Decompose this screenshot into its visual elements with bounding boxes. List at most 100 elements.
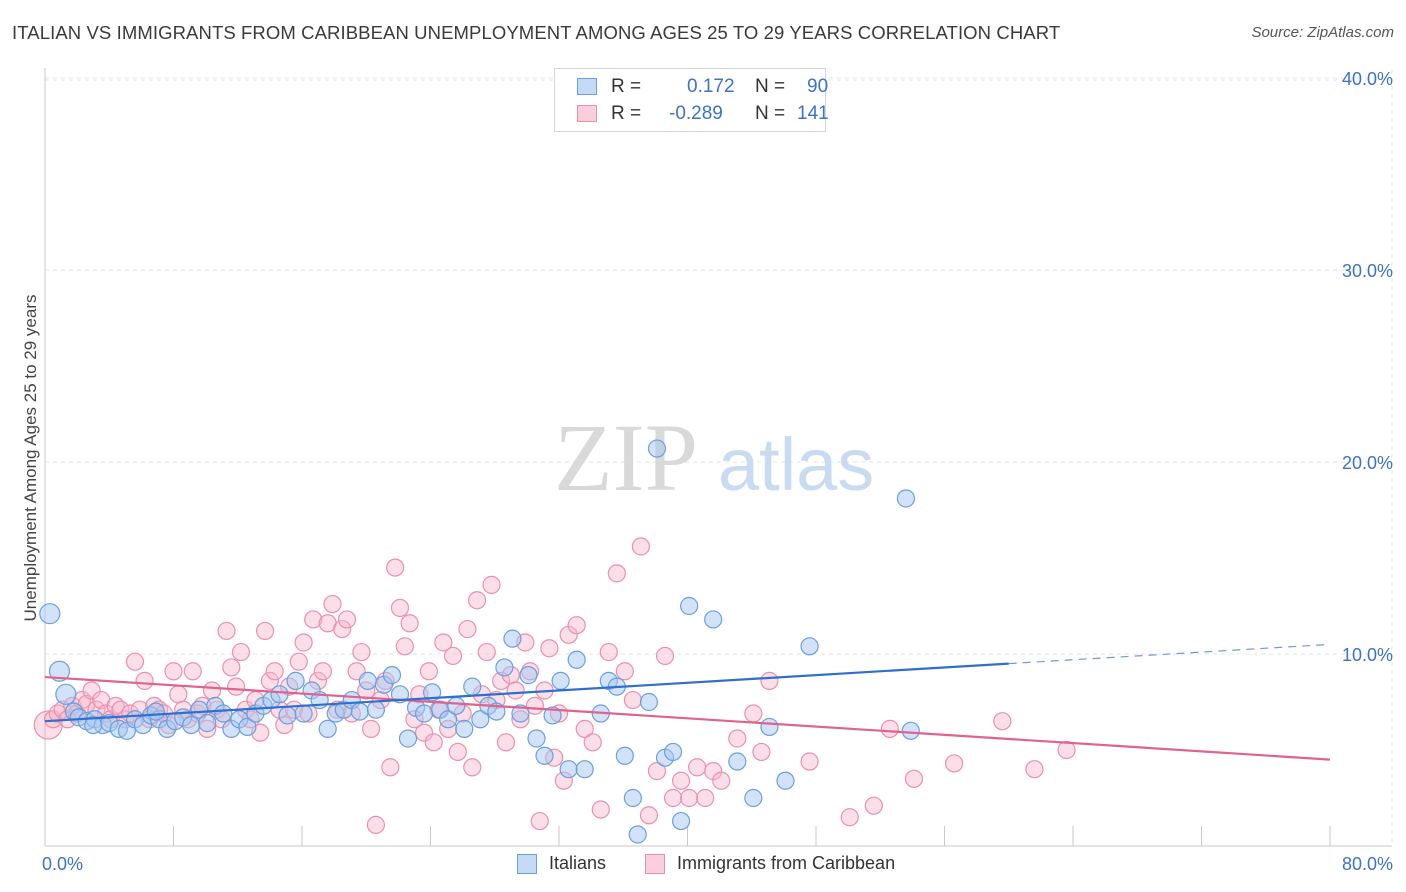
point-immigrants: [712, 771, 731, 790]
point-italians: [294, 704, 313, 723]
trend-lines: [44, 643, 1331, 761]
bottom-legend-label: Italians: [549, 853, 607, 873]
point-immigrants: [599, 642, 618, 662]
point-immigrants: [482, 575, 501, 594]
point-immigrants: [1025, 760, 1044, 779]
point-immigrants: [82, 681, 101, 700]
point-immigrants: [463, 758, 482, 777]
point-immigrants: [323, 594, 342, 614]
point-immigrants: [623, 690, 642, 710]
point-immigrants: [728, 729, 747, 748]
point-italians: [800, 637, 819, 656]
point-italians: [447, 696, 466, 715]
point-immigrants: [671, 771, 691, 790]
point-italians: [901, 721, 920, 740]
point-italians: [503, 629, 522, 648]
point-immigrants: [680, 788, 699, 808]
legend-r-label: R =: [611, 76, 642, 97]
point-italians: [575, 760, 594, 779]
watermark-atlas: atlas: [718, 423, 874, 506]
point-italians: [439, 710, 458, 729]
point-italians: [463, 677, 482, 696]
point-italians: [744, 788, 763, 808]
point-italians: [398, 729, 418, 748]
point-immigrants: [864, 796, 883, 815]
legend-n-label: N =: [755, 103, 786, 124]
point-italians: [84, 715, 103, 735]
stats-legend: R = 0.172 N = 90 R = -0.289 N = 141: [554, 68, 829, 132]
point-immigrants: [164, 662, 183, 681]
point-immigrants: [540, 639, 559, 658]
point-immigrants: [169, 685, 188, 704]
point-italians: [146, 702, 165, 721]
point-immigrants: [688, 758, 707, 777]
point-immigrants: [607, 564, 626, 583]
point-immigrants: [222, 658, 241, 677]
legend-r-value: 0.172: [687, 76, 735, 97]
point-immigrants: [904, 769, 924, 788]
point-italians: [366, 700, 385, 719]
point-immigrants: [631, 537, 651, 556]
point-immigrants: [33, 710, 63, 740]
point-italians: [776, 771, 795, 790]
point-immigrants: [231, 642, 251, 662]
trend-line-italians-extension: [1008, 643, 1331, 665]
legend-swatch-blue: [577, 78, 597, 95]
point-immigrants: [696, 788, 715, 808]
y-tick-label: 10.0%: [1342, 645, 1393, 665]
point-immigrants: [352, 642, 371, 662]
point-immigrants: [255, 621, 275, 641]
point-immigrants: [945, 754, 964, 773]
chart-title: ITALIAN VS IMMIGRANTS FROM CARIBBEAN UNE…: [12, 22, 1061, 43]
point-immigrants: [567, 616, 586, 635]
point-immigrants: [496, 733, 516, 752]
point-italians: [455, 719, 474, 738]
point-italians: [543, 706, 562, 725]
point-immigrants: [265, 662, 284, 681]
point-immigrants: [260, 671, 279, 690]
point-immigrants: [366, 815, 385, 834]
point-immigrants: [202, 681, 222, 700]
point-italians: [647, 439, 667, 458]
source-label: Source: ZipAtlas.com: [1251, 24, 1394, 41]
x-tick-label-min: 0.0%: [42, 854, 83, 874]
point-immigrants: [217, 621, 236, 641]
legend-n-label: N =: [755, 76, 786, 97]
point-italians: [471, 710, 490, 729]
bottom-swatch-blue: [517, 854, 537, 874]
point-immigrants: [663, 788, 683, 808]
point-immigrants: [443, 646, 463, 666]
series-italians-points: [39, 439, 920, 844]
legend-n-value: 141: [797, 103, 829, 124]
point-immigrants: [744, 704, 763, 723]
watermark: ZIP atlas: [554, 404, 874, 511]
point-immigrants: [333, 619, 352, 639]
point-italians: [286, 671, 305, 690]
point-immigrants: [530, 811, 549, 831]
point-immigrants: [183, 662, 202, 681]
point-italians: [214, 704, 233, 723]
point-immigrants: [337, 610, 357, 629]
point-immigrants: [615, 662, 634, 681]
point-italians: [382, 666, 402, 685]
point-immigrants: [655, 646, 675, 666]
point-immigrants: [800, 752, 819, 771]
point-italians: [198, 714, 217, 733]
point-italians: [278, 706, 297, 725]
point-immigrants: [458, 619, 477, 639]
point-italians: [639, 692, 659, 712]
point-italians: [182, 715, 201, 735]
point-immigrants: [575, 719, 594, 738]
point-italians: [511, 704, 530, 723]
point-italians: [527, 729, 546, 748]
point-immigrants: [381, 758, 400, 777]
point-immigrants: [304, 610, 323, 629]
y-tick-label: 40.0%: [1342, 69, 1393, 89]
point-immigrants: [227, 677, 246, 696]
bottom-legend-label: Immigrants from Caribbean: [677, 853, 896, 873]
point-immigrants: [414, 723, 434, 742]
point-immigrants: [135, 671, 154, 690]
point-immigrants: [647, 762, 667, 781]
point-immigrants: [639, 806, 659, 825]
